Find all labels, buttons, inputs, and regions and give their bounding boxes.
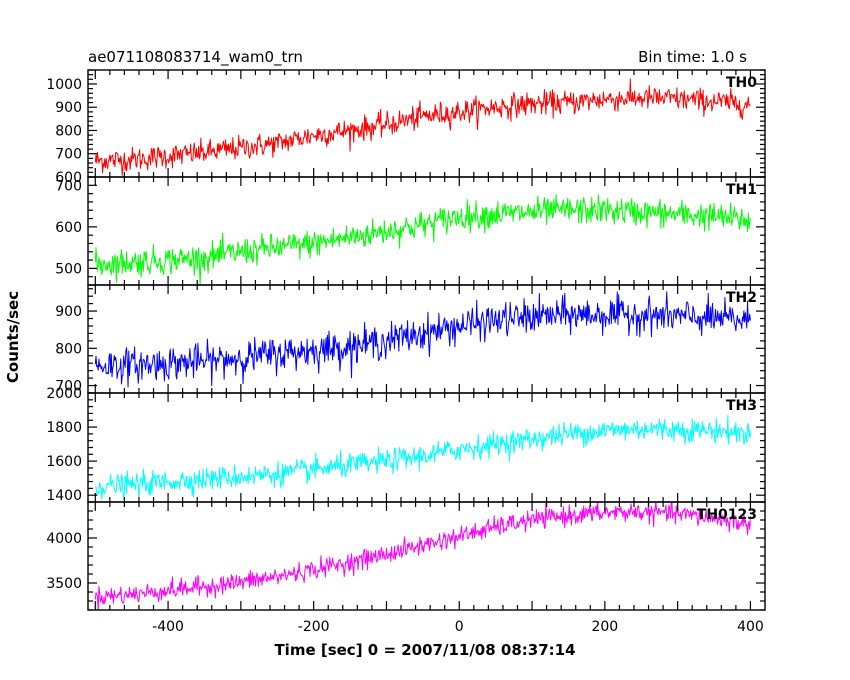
- panel-th0123: 3500 4000 TH0123: [46, 501, 766, 611]
- x-tick-label: -400: [152, 619, 184, 635]
- y-tick-label: 500: [55, 261, 82, 277]
- y-axis-label: Counts/sec: [4, 291, 22, 383]
- panel-label: TH2: [726, 290, 757, 306]
- x-tick-labels: -400 -200 0 200 400: [152, 619, 764, 635]
- y-tick-label: 1600: [46, 454, 82, 470]
- y-tick-label: 700: [55, 379, 82, 395]
- bin-time-label: Bin time: 1.0 s: [638, 48, 747, 66]
- y-tick-label: 2000: [46, 386, 82, 402]
- x-tick-label: 400: [737, 619, 764, 635]
- panel-frame: [87, 69, 766, 178]
- y-tick-label: 600: [55, 170, 82, 186]
- y-tick-label: 800: [55, 123, 82, 139]
- y-tick-label: 1000: [46, 77, 82, 93]
- y-tick-label: 700: [55, 178, 82, 194]
- series-th1-line: [94, 194, 751, 285]
- panel-frame: [87, 284, 766, 394]
- x-axis-label: Time [sec] 0 = 2007/11/08 08:37:14: [274, 641, 575, 659]
- panel-label: TH3: [726, 398, 757, 414]
- series-th2-line: [94, 291, 751, 388]
- panel-th3: 1400 1600 1800 2000 TH3: [46, 386, 766, 504]
- series-th0-line: [94, 78, 751, 176]
- panel-label: TH0: [726, 75, 757, 91]
- x-tick-label: 200: [591, 619, 618, 635]
- series-th3-line: [94, 415, 751, 500]
- series-th0123-line: [94, 502, 751, 610]
- y-tick-label: 1800: [46, 420, 82, 436]
- panel-label: TH0123: [697, 507, 757, 523]
- y-tick-label: 700: [55, 147, 82, 163]
- y-tick-label: 900: [55, 304, 82, 320]
- y-tick-label: 3500: [46, 576, 82, 592]
- chart-title: ae071108083714_wam0_trn: [88, 48, 303, 67]
- panel-th1: 500 600 700 TH1: [55, 176, 766, 286]
- panel-th2: 700 800 900 TH2: [55, 284, 766, 395]
- x-tick-label: -200: [298, 619, 330, 635]
- x-tick-label: 0: [455, 619, 464, 635]
- panel-th0: 600 700 800 900 1000 TH0: [46, 69, 766, 186]
- y-tick-label: 600: [55, 220, 82, 236]
- y-tick-label: 1400: [46, 488, 82, 504]
- panel-label: TH1: [726, 182, 757, 198]
- y-tick-label: 800: [55, 341, 82, 357]
- panel-frame: [87, 501, 766, 611]
- y-tick-label: 900: [55, 100, 82, 116]
- y-tick-label: 4000: [46, 531, 82, 547]
- panel-frame: [87, 176, 766, 286]
